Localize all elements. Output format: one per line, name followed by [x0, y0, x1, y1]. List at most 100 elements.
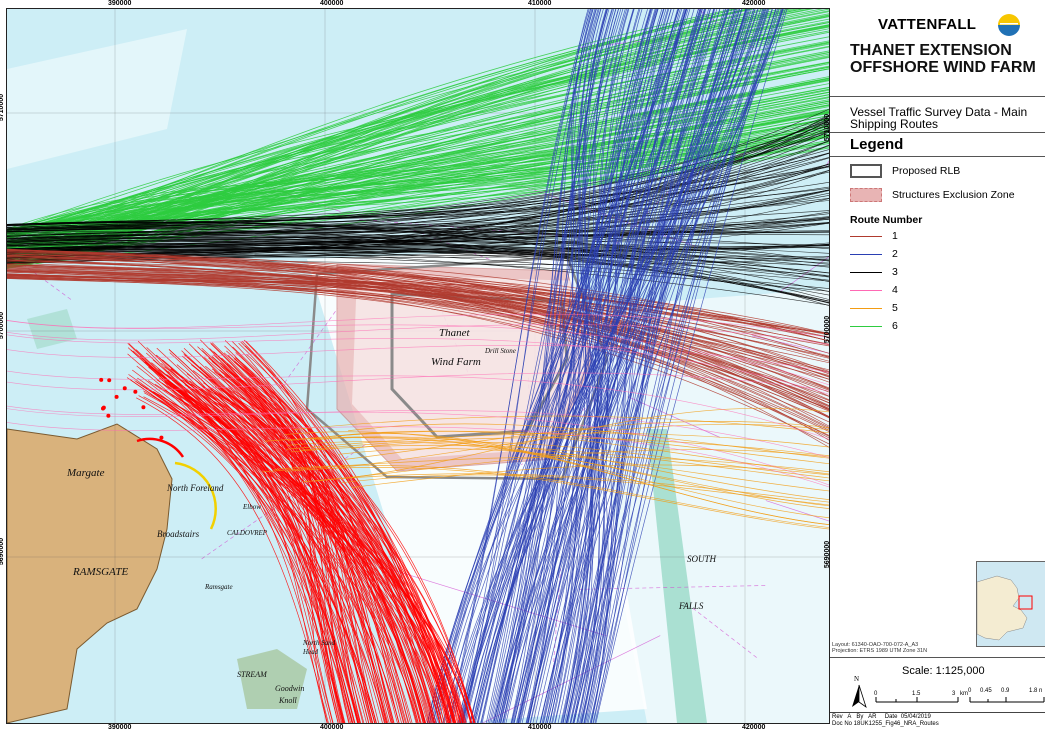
- route-2-track: [589, 9, 768, 723]
- route-3-track: [7, 186, 829, 237]
- route-2-track: [498, 9, 667, 723]
- route-label: 6: [892, 320, 898, 332]
- route-2-track: [472, 9, 691, 723]
- route-2-track: [572, 9, 687, 723]
- map-title: THANET EXTENSION OFFSHORE WIND FARM: [850, 42, 1036, 76]
- red-vessel-track: [178, 389, 334, 723]
- route-5-track: [300, 437, 829, 457]
- route-2-track: [566, 9, 739, 723]
- red-vessel-track: [170, 368, 328, 723]
- route-3-track: [7, 216, 829, 265]
- route-label: 1: [892, 230, 898, 242]
- route-5-track: [351, 464, 829, 488]
- route-2-track: [498, 9, 752, 723]
- deep-water-area: [7, 29, 187, 169]
- divider: [830, 132, 1045, 133]
- scale-bar: 0 1.5 3 km 0 0.45 0.9 1.8 n: [874, 688, 1045, 703]
- scale-nm-label: 0: [968, 688, 972, 694]
- route-2-track: [470, 9, 635, 723]
- route-2-track: [543, 9, 769, 723]
- route-2-track: [528, 9, 594, 723]
- map-scale: Scale: 1:125,000: [902, 665, 985, 677]
- route-2-track: [487, 9, 627, 723]
- route-2-track: [429, 9, 715, 723]
- route-3-track: [7, 197, 829, 240]
- red-vessel-track: [182, 355, 410, 723]
- map-area[interactable]: Margate North Foreland Broadstairs RAMSGATE…: [6, 8, 830, 724]
- buoy-marker: [107, 378, 112, 383]
- route-1-track: [7, 264, 829, 336]
- doc-number: Doc No 18UK1255_Fig46_NRA_Routes: [832, 721, 939, 727]
- buoy-marker: [99, 377, 104, 382]
- red-vessel-track: [187, 385, 398, 723]
- red-vessel-track: [228, 387, 434, 723]
- legend-item-label: Proposed RLB: [892, 165, 961, 177]
- route-5-track: [287, 436, 829, 501]
- place-label: Broadstairs: [157, 529, 200, 539]
- nautical-chart-map[interactable]: Margate North Foreland Broadstairs RAMSGATE…: [7, 9, 829, 723]
- divider: [830, 156, 1045, 157]
- north-letter: N: [854, 675, 859, 683]
- route-label: 2: [892, 248, 898, 260]
- divider: [830, 96, 1045, 97]
- red-vessel-track: [167, 370, 463, 723]
- route-2-track: [529, 9, 715, 723]
- route-3-track: [7, 115, 829, 251]
- grid-x-label-top: 420000: [742, 0, 766, 7]
- route-1-track: [7, 273, 829, 338]
- red-vessel-track: [184, 384, 452, 723]
- route-6-track: [7, 30, 829, 233]
- precautionary-arc: [174, 461, 217, 530]
- route-4-track: [7, 320, 829, 386]
- grid-x-label-top: 410000: [528, 0, 552, 7]
- red-vessel-track: [191, 384, 440, 723]
- map-title-line-1: THANET EXTENSION: [850, 42, 1012, 59]
- red-vessel-track: [126, 377, 419, 723]
- route-6-track: [7, 24, 829, 240]
- red-vessel-track: [130, 379, 374, 723]
- red-vessel-track: [200, 388, 379, 723]
- grid-x-label-bottom: 420000: [742, 724, 766, 731]
- red-vessel-track: [210, 342, 456, 723]
- place-label: FALLS: [678, 601, 704, 611]
- route-2-track: [594, 9, 749, 723]
- grid-y-label-left: 5690000: [0, 537, 6, 566]
- place-label: Margate: [66, 467, 105, 479]
- land-thanet: [7, 423, 173, 723]
- scale-km-label: 0: [874, 691, 878, 697]
- red-vessel-track: [158, 369, 454, 723]
- place-label: Ramsgate: [204, 583, 233, 591]
- route-3-track: [7, 221, 829, 300]
- sandbank: [237, 649, 307, 709]
- chart-boundary-line: [201, 432, 383, 560]
- buoy-marker: [101, 405, 106, 410]
- route-3-track: [7, 130, 829, 228]
- route-2-track: [554, 9, 656, 723]
- by-value: AR: [868, 714, 877, 720]
- grid-x-label-bottom: 390000: [108, 724, 132, 731]
- route-2-track: [527, 9, 619, 723]
- route-4-track: [7, 408, 829, 458]
- route-4-track: [7, 405, 829, 486]
- route-1-track: [7, 255, 829, 373]
- route-2-track: [526, 9, 773, 723]
- rlb-swatch: [850, 164, 882, 178]
- route-1-track: [7, 258, 829, 412]
- route-3-track: [7, 234, 829, 302]
- legend-item-label: Structures Exclusion Zone: [892, 189, 1015, 201]
- route-2-track: [489, 9, 652, 723]
- red-vessel-track: [190, 364, 430, 723]
- document-footer: Rev A By AR Date 05/04/2019 Doc No 18UK1…: [830, 712, 1045, 727]
- route-3-track: [7, 243, 829, 282]
- place-label: Elbow: [242, 503, 261, 511]
- red-vessel-track: [182, 379, 464, 723]
- route-3-track: [7, 228, 829, 304]
- buoy-marker: [159, 435, 164, 440]
- route-4-track: [7, 334, 829, 395]
- grid-y-label-left: 5710000: [0, 93, 6, 122]
- route-5-track: [286, 432, 829, 450]
- route-5-track: [351, 441, 829, 479]
- place-label: North Sand: [302, 639, 336, 647]
- route-3-track: [7, 132, 829, 230]
- route-2-track: [442, 9, 729, 723]
